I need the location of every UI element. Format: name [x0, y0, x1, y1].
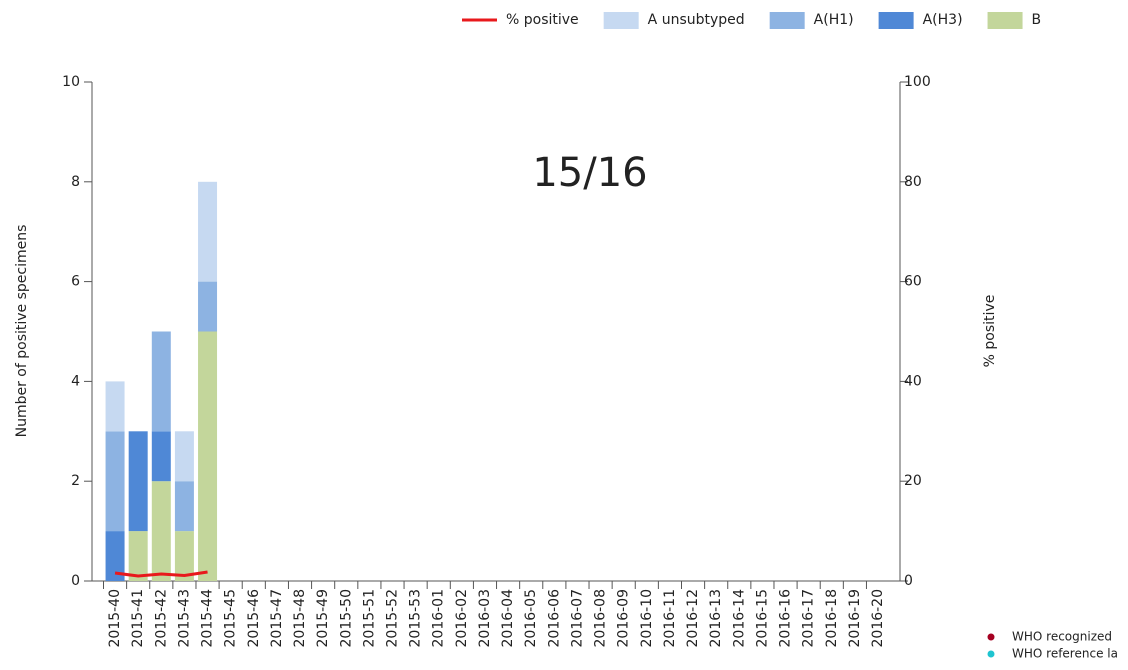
- x-tick-label: 2015-46: [246, 589, 262, 648]
- x-tick-label: 2016-06: [546, 589, 562, 648]
- x-tick-label: 2016-09: [616, 589, 632, 648]
- bar-segment: [174, 431, 194, 482]
- x-tick-label: 2016-14: [731, 589, 747, 648]
- bar-segment: [174, 481, 194, 532]
- legend-label: % positive: [506, 12, 579, 28]
- x-tick-label: 2015-53: [408, 589, 424, 648]
- legend-label: A(H3): [923, 12, 963, 28]
- side-legend-label: WHO recognized: [1012, 630, 1112, 644]
- x-tick-label: 2016-04: [500, 589, 516, 648]
- x-tick-label: 2015-45: [223, 589, 239, 648]
- x-tick-label: 2015-51: [361, 589, 377, 648]
- legend-swatch: [769, 12, 805, 29]
- y2-tick-label: 40: [904, 373, 922, 389]
- bar-segment: [105, 381, 125, 432]
- x-tick-label: 2015-50: [338, 589, 354, 648]
- y2-tick-label: 80: [904, 174, 922, 190]
- x-tick-label: 2015-47: [269, 589, 285, 648]
- y2-tick-label: 0: [904, 573, 913, 589]
- x-tick-label: 2015-49: [315, 589, 331, 648]
- y-tick-label: 0: [71, 573, 80, 589]
- annotation: 15/16: [532, 150, 647, 196]
- bar-segment: [151, 481, 171, 581]
- x-tick-label: 2016-19: [847, 589, 863, 648]
- x-tick-label: 2016-05: [523, 589, 539, 648]
- bar-segment: [174, 531, 194, 581]
- x-tick-label: 2016-16: [778, 589, 794, 648]
- side-legend-label: WHO reference la: [1012, 647, 1118, 661]
- line-series: [114, 570, 208, 578]
- y-tick-label: 4: [71, 373, 80, 389]
- y2-tick-label: 20: [904, 473, 922, 489]
- x-tick-label: 2016-11: [662, 589, 678, 648]
- x-tick-label: 2015-44: [200, 589, 216, 648]
- bar-segment: [198, 281, 218, 332]
- legend-swatch: [987, 12, 1023, 29]
- x-tick-label: 2016-02: [454, 589, 470, 648]
- x-tick-label: 2016-20: [870, 589, 886, 648]
- legend-swatch: [603, 12, 639, 29]
- bar-segment: [128, 431, 148, 532]
- legend-label: A(H1): [814, 12, 854, 28]
- y-tick-label: 10: [62, 74, 80, 90]
- side-legend-dot: [987, 633, 995, 641]
- x-tick-label: 2015-48: [292, 589, 308, 648]
- x-tick-label: 2016-17: [801, 589, 817, 648]
- x-tick-label: 2015-40: [107, 589, 123, 648]
- bar-segment: [105, 431, 125, 532]
- y-tick-label: 6: [71, 274, 80, 290]
- x-tick-label: 2015-42: [153, 589, 169, 648]
- x-tick-label: 2016-01: [431, 589, 447, 648]
- x-tick-label: 2015-41: [130, 589, 146, 648]
- bar-segment: [198, 181, 218, 282]
- y2-axis-label: % positive: [982, 295, 998, 368]
- x-tick-label: 2016-12: [685, 589, 701, 648]
- x-tick-label: 2016-08: [593, 589, 609, 648]
- bar-segment: [151, 331, 171, 432]
- y-tick-label: 8: [71, 174, 80, 190]
- y2-tick-label: 100: [904, 74, 931, 90]
- x-tick-label: 2016-03: [477, 589, 493, 648]
- bar-segment: [128, 531, 148, 581]
- x-tick-label: 2015-43: [176, 589, 192, 648]
- y-axis-label: Number of positive specimens: [14, 225, 30, 438]
- legend-label: A unsubtyped: [648, 12, 745, 28]
- y2-tick-label: 60: [904, 274, 922, 290]
- bar-segment: [105, 531, 125, 581]
- y-tick-label: 2: [71, 473, 80, 489]
- x-tick-label: 2016-18: [824, 589, 840, 648]
- x-tick-label: 2016-10: [639, 589, 655, 648]
- bar-segment: [151, 431, 171, 482]
- x-tick-label: 2016-07: [569, 589, 585, 648]
- x-tick-label: 2015-52: [385, 589, 401, 648]
- x-tick-label: 2016-13: [708, 589, 724, 648]
- legend-label: B: [1032, 12, 1042, 28]
- x-tick-label: 2016-15: [754, 589, 770, 648]
- legend-swatch: [878, 12, 914, 29]
- bar-segment: [198, 331, 218, 581]
- side-legend-dot: [987, 650, 995, 658]
